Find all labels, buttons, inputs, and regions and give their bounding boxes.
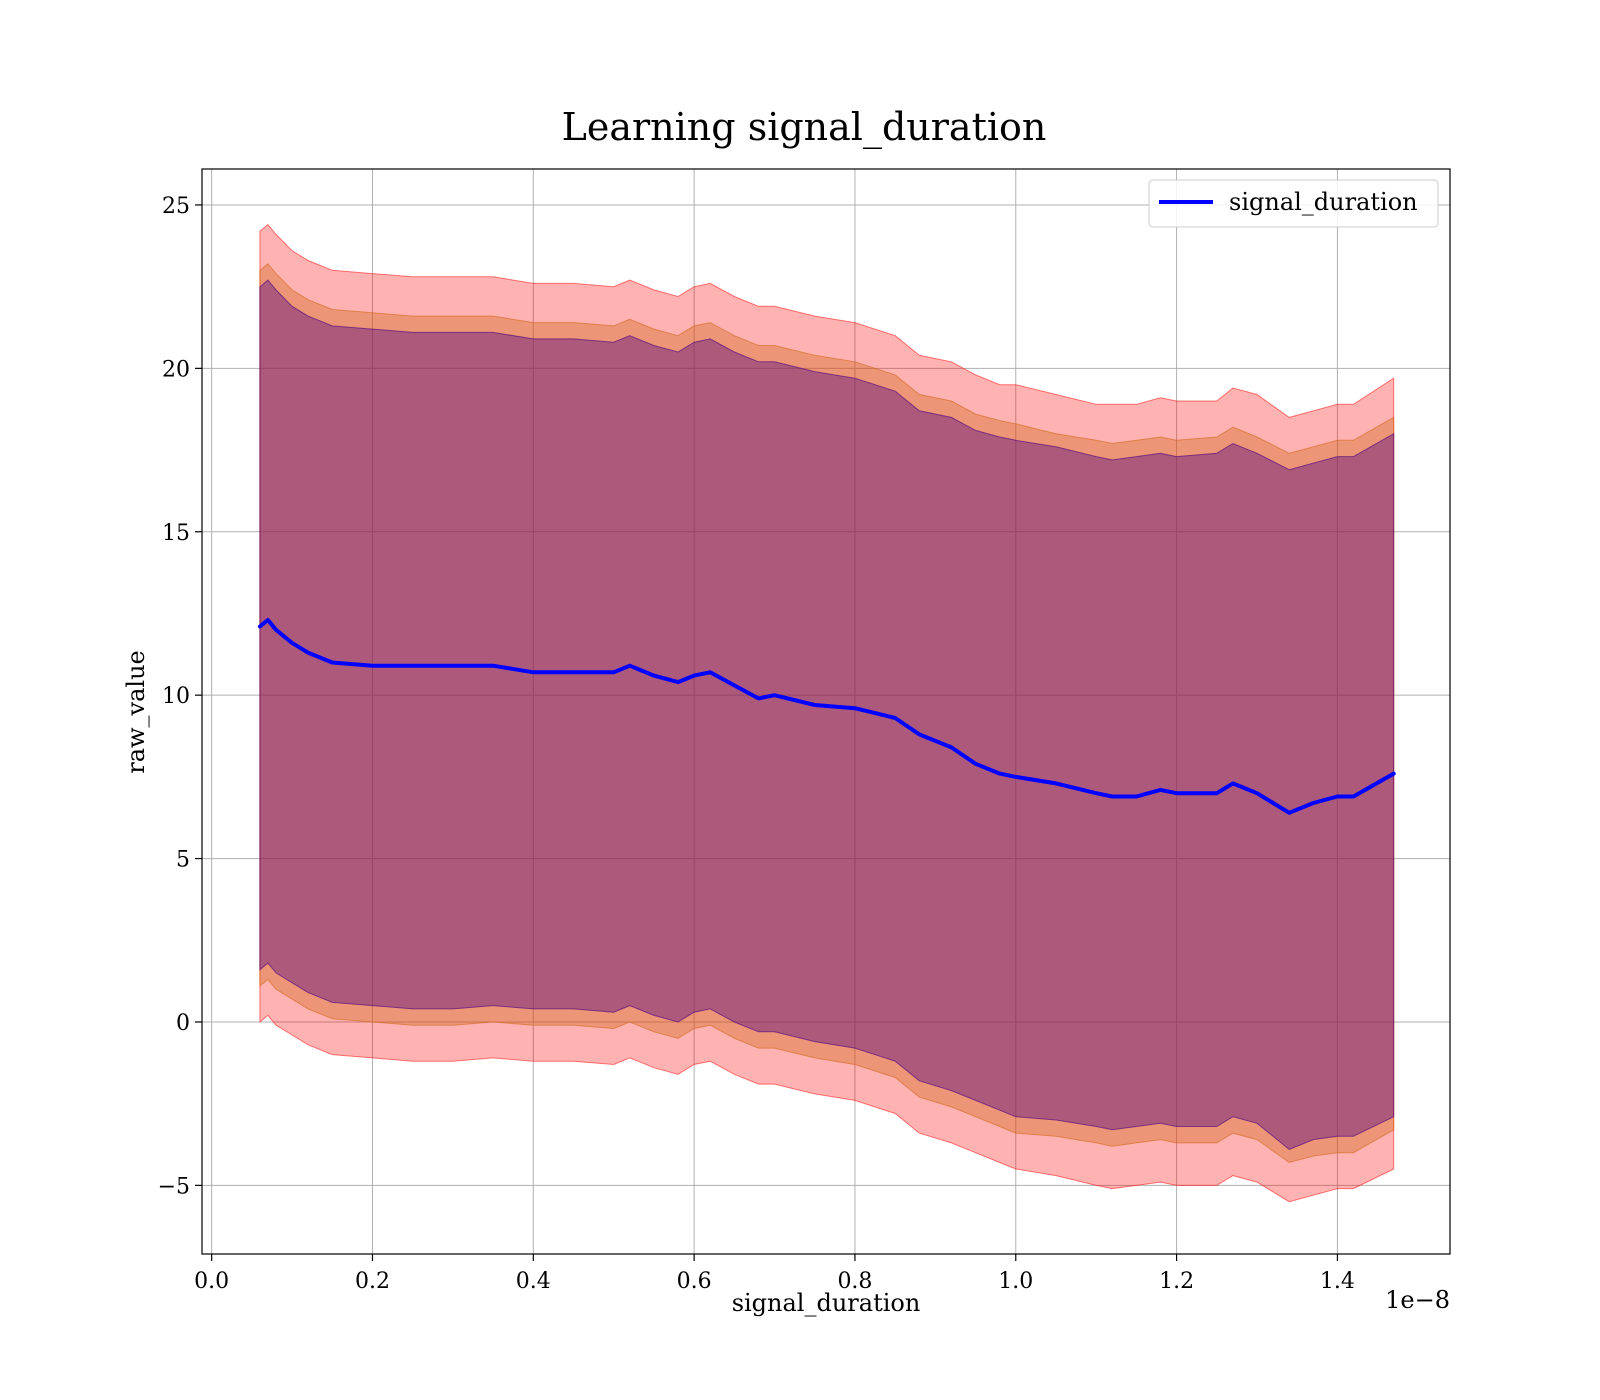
x-tick-label: 0.2 — [355, 1269, 390, 1294]
legend-entry-label: signal_duration — [1229, 188, 1418, 216]
y-axis-ticks: −5 0 5 10 15 20 25 — [158, 194, 202, 1199]
x-axis-offset-label: 1e−8 — [1385, 1286, 1450, 1314]
confidence-band — [259, 263, 1395, 1164]
x-axis-ticks: 0.0 0.2 0.4 0.6 0.8 1.0 1.2 1.4 — [194, 1254, 1355, 1294]
x-tick-label: 0.8 — [837, 1269, 872, 1294]
chart-title: Learning signal_duration — [562, 105, 1047, 150]
x-tick-label: 0.6 — [677, 1269, 712, 1294]
y-tick-label: 25 — [162, 194, 190, 219]
confidence-bands — [259, 223, 1395, 1203]
x-axis-label: signal_duration — [732, 1289, 921, 1317]
legend-box — [1148, 179, 1439, 228]
plot-frame — [201, 168, 1451, 1255]
y-tick-label: 15 — [162, 521, 190, 546]
legend: signal_duration — [1148, 179, 1439, 228]
x-tick-label: 1.2 — [1159, 1269, 1194, 1294]
confidence-band — [259, 223, 1395, 1203]
y-tick-label: 5 — [176, 848, 190, 873]
y-tick-label: 0 — [176, 1011, 190, 1036]
x-tick-label: 1.0 — [998, 1269, 1033, 1294]
x-tick-label: 0.4 — [516, 1269, 551, 1294]
y-tick-label: −5 — [158, 1174, 190, 1199]
grid — [202, 169, 1450, 1254]
x-tick-label: 1.4 — [1320, 1269, 1355, 1294]
confidence-band — [259, 279, 1395, 1150]
x-tick-label: 0.0 — [194, 1269, 229, 1294]
y-tick-label: 10 — [162, 684, 190, 709]
y-axis-label: raw_value — [122, 650, 150, 774]
series-lines — [257, 618, 1396, 815]
series-line — [257, 618, 1396, 815]
y-tick-label: 20 — [162, 357, 190, 382]
